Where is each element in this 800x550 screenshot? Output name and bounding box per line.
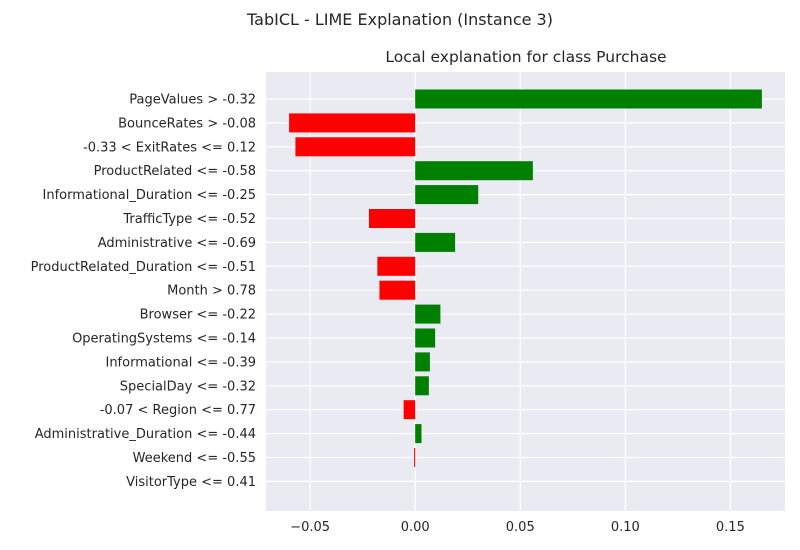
bar [414,448,416,467]
bar [377,256,416,276]
y-tick-label: -0.07 < Region <= 0.77 [100,403,256,418]
y-tick-label: Weekend <= -0.55 [133,451,256,466]
bar [415,161,533,181]
y-tick-label: PageValues > -0.32 [129,93,256,108]
bar [415,376,429,396]
grid-lines [266,72,785,511]
x-tick-label: 0.10 [611,520,640,535]
y-tick-label: ProductRelated_Duration <= -0.51 [31,260,256,275]
bar [403,400,416,420]
y-tick-label: ProductRelated <= -0.58 [94,164,256,179]
bar [415,185,479,205]
x-tick-labels: −0.05 0.00 0.05 0.10 0.15 [290,520,745,535]
y-tick-labels: PageValues > -0.32 BounceRates > -0.08 -0.… [31,93,256,490]
y-tick-label: OperatingSystems <= -0.14 [72,332,256,347]
y-tick-label: -0.33 < ExitRates <= 0.12 [83,140,256,155]
x-tick-label: 0.15 [716,520,745,535]
bars [289,89,762,467]
x-tick-label: −0.05 [290,520,330,535]
y-tick-label: Administrative <= -0.69 [98,236,256,251]
y-tick-label: BounceRates > -0.08 [118,116,256,131]
x-tick-label: 0.05 [506,520,535,535]
bar [415,424,422,444]
y-tick-label: Informational <= -0.39 [105,355,256,370]
bar [415,232,456,252]
chart-title: Local explanation for class Purchase [385,48,666,66]
bar [368,209,416,228]
y-tick-label: SpecialDay <= -0.32 [120,379,256,394]
bar [295,137,416,157]
bar [289,113,416,133]
y-tick-label: Browser <= -0.22 [140,308,256,323]
y-tick-label: Month > 0.78 [167,284,256,299]
bar [415,89,762,109]
bar [415,304,441,324]
figure-suptitle: TabICL - LIME Explanation (Instance 3) [246,10,553,29]
bar [415,352,430,372]
bar [379,280,416,300]
y-tick-label: Administrative_Duration <= -0.44 [35,427,256,442]
y-tick-label: Informational_Duration <= -0.25 [43,188,256,203]
bar [415,328,436,348]
x-tick-label: 0.00 [401,520,430,535]
y-tick-label: TrafficType <= -0.52 [122,212,256,227]
y-tick-label: VisitorType <= 0.41 [126,475,256,490]
